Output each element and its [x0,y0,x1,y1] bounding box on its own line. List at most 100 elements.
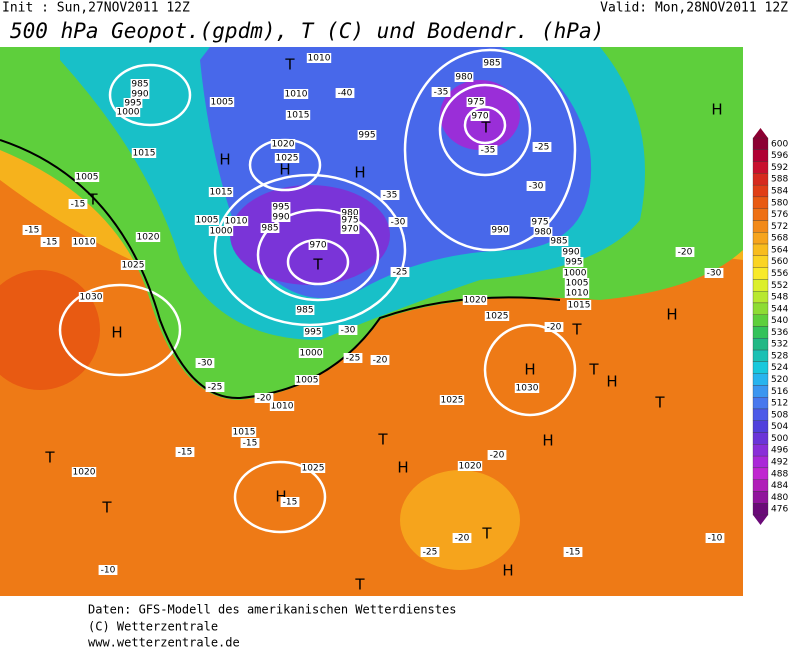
label-box [487,450,507,460]
label-box [452,533,472,543]
pressure-label: 985 [131,80,148,90]
label-box [98,565,118,575]
footer-line: Daten: GFS-Modell des amerikanischen Wet… [88,603,456,617]
colorbar-label: 528 [771,351,788,361]
label-box [270,139,296,149]
pressure-label: 970 [471,112,488,122]
colorbar-cap [753,515,768,525]
label-box [308,240,328,250]
temperature-label: -10 [708,534,723,544]
label-box [526,181,546,191]
pressure-label: 975 [467,98,484,108]
colorbar-swatch [752,503,769,516]
label-box [530,217,550,227]
label-box [123,98,143,108]
pressure-label: 1000 [117,108,140,118]
label-box [462,295,488,305]
label-box [490,225,510,235]
label-box [357,130,377,140]
colorbar-label: 524 [771,363,788,373]
colorbar-label: 544 [771,304,788,314]
temperature-label: -15 [283,498,298,508]
high-marker: H [111,324,122,342]
colorbar-swatch [752,173,769,186]
colorbar-swatch [752,184,769,198]
label-box [22,225,42,235]
colorbar-swatch [752,326,769,339]
trough-marker: T [571,321,582,339]
pressure-label: 1020 [137,233,160,243]
pressure-label: 990 [272,213,289,223]
label-box [566,300,592,310]
pressure-label: 1015 [568,301,591,311]
label-box [295,305,315,315]
colorbar-label: 572 [771,222,788,232]
high-marker: H [219,151,230,169]
high-marker: H [524,361,535,379]
colorbar-label: 540 [771,316,788,326]
label-box [68,199,88,209]
label-box [303,327,323,337]
colorbar-label: 488 [771,469,788,479]
pressure-label: 1025 [276,154,299,164]
pressure-label: 1025 [302,464,325,474]
high-marker: H [542,432,553,450]
map-title: 500 hPa Geopot.(gpdm), T (C) und Bodendr… [10,19,604,43]
pressure-label: 1020 [464,296,487,306]
colorbar-swatch [752,420,769,433]
label-box [175,447,195,457]
label-box [478,145,498,155]
label-box [209,97,235,107]
pressure-label: 990 [131,90,148,100]
trough-marker: T [588,361,599,379]
temperature-label: -20 [257,394,272,404]
label-box [223,216,249,226]
colorbar-swatch [752,397,769,410]
colorbar-label: 596 [771,151,788,161]
pressure-label: 995 [124,99,141,109]
pressure-label: 980 [341,209,358,219]
pressure-label: 990 [562,248,579,258]
temperature-label: -15 [43,238,58,248]
temperature-label: -25 [535,143,550,153]
label-box [549,236,569,246]
colorbar-label: 512 [771,399,788,409]
pressure-label: 1000 [300,349,323,359]
trough-marker: T [654,394,665,412]
label-box [120,260,146,270]
colorbar-label: 576 [771,210,788,220]
colorbar-swatch [752,467,769,480]
pressure-label: 1010 [308,54,331,64]
pressure-label: 985 [550,237,567,247]
temperature-label: -30 [341,326,356,336]
trough-marker: T [87,191,98,209]
label-box [71,237,97,247]
pressure-label: 1015 [233,428,256,438]
colorbar-label: 508 [771,410,788,420]
temperature-label: -15 [178,448,193,458]
colorbar-label: 532 [771,340,788,350]
label-box [78,292,104,302]
temperature-label: -30 [529,182,544,192]
trough-marker: T [44,449,55,467]
colorbar-swatch [752,444,769,457]
label-box [420,547,440,557]
label-box [300,463,326,473]
temperature-label: -25 [393,268,408,278]
colorbar-swatch [752,314,769,327]
label-box [705,533,725,543]
pressure-label: 1005 [211,98,234,108]
colorbar-label: 580 [771,198,788,208]
pressure-label: 1025 [122,261,145,271]
temperature-label: -30 [707,269,722,279]
purple-low [230,185,390,285]
colorbar-swatch [752,361,769,374]
colorbar-swatch [752,267,769,280]
colorbar-swatch [752,432,769,445]
high-marker: H [354,164,365,182]
colorbar-label: 588 [771,175,788,185]
label-box [439,395,465,405]
warm-core [400,470,520,570]
